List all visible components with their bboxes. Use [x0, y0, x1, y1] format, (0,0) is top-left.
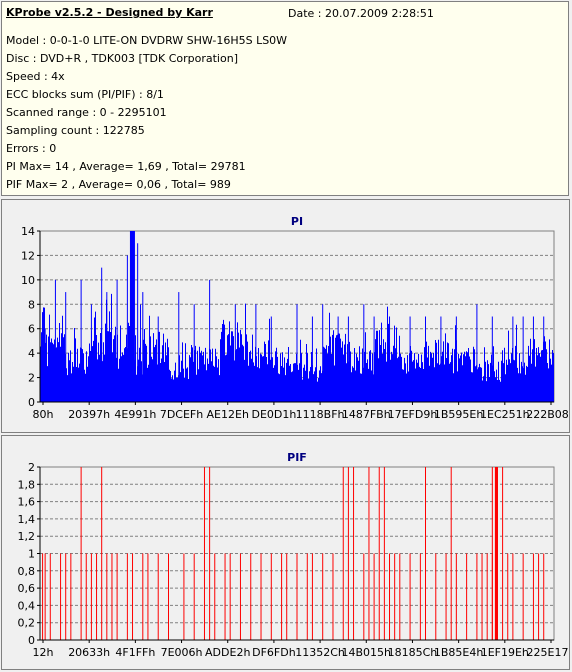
pif-chart: PIF 0 0,2 0,4 0,6 0,8 1 1,2 1,4 1,6 1,8 2 12h 20633h 4…: [18, 451, 572, 659]
info-panel: KProbe v2.5.2 - Designed by Karr Date : …: [1, 1, 569, 196]
y-tick-label: 0,2: [18, 617, 36, 630]
x-tick-label: 14B015h: [342, 646, 392, 659]
y-tick-label: 2: [28, 461, 35, 474]
pif-chart-panel: PIF 0 0,2 0,4 0,6 0,8 1 1,2 1,4 1,6 1,8 2 12h 20633h 4…: [1, 435, 572, 670]
y-tick-label: 12: [21, 249, 35, 262]
y-tick-label: 0,4: [18, 599, 36, 612]
x-tick-label: 1B595Eh: [434, 408, 483, 421]
errors-line: Errors : 0: [6, 142, 57, 155]
speed-line: Speed : 4x: [6, 70, 65, 83]
scanned-range-line: Scanned range : 0 - 2295101: [6, 106, 167, 119]
x-tick-label: 20397h: [68, 408, 110, 421]
y-tick-label: 0,6: [18, 582, 36, 595]
x-tick-label: 17EFD9h: [388, 408, 438, 421]
disc-line: Disc : DVD+R , TDK003 [TDK Corporation]: [6, 52, 238, 65]
x-tick-label: 7E006h: [161, 646, 203, 659]
y-tick-label: 1,2: [18, 530, 36, 543]
y-tick-label: 14: [21, 225, 35, 238]
x-tick-label: 18185Ch: [388, 646, 438, 659]
x-tick-label: 1B85E4h: [434, 646, 483, 659]
y-tick-label: 4: [28, 347, 35, 360]
y-tick-label: 1,4: [18, 513, 36, 526]
x-tick-label: AE12Eh: [207, 408, 249, 421]
y-tick-label: 1: [28, 548, 35, 561]
x-tick-label: 80h: [33, 408, 54, 421]
y-tick-label: 10: [21, 274, 35, 287]
x-tick-label: DE0D1h: [251, 408, 296, 421]
ecc-line: ECC blocks sum (PI/PIF) : 8/1: [6, 88, 164, 101]
x-tick-label: 4E991h: [114, 408, 156, 421]
y-tick-label: 0: [28, 396, 35, 409]
y-tick-label: 6: [28, 323, 35, 336]
model-line: Model : 0-0-1-0 LITE-ON DVDRW SHW-16H5S …: [6, 34, 288, 47]
pi-chart-panel: PI 0 2 4 6 8 10 12 14 80h 20397h 4E991h 7DCEFh AE12Eh…: [1, 199, 572, 433]
pi-summary-line: PI Max= 14 , Average= 1,69 , Total= 2978…: [6, 160, 246, 173]
pif-bar-cluster: [494, 467, 498, 640]
series-pif: [42, 467, 545, 640]
x-tick-label: 225E17h: [527, 646, 569, 659]
pif-summary-line: PIF Max= 2 , Average= 0,06 , Total= 989: [6, 178, 231, 191]
y-tick-label: 0,8: [18, 565, 36, 578]
x-tick-label: 20633h: [68, 646, 110, 659]
app-title: KProbe v2.5.2 - Designed by Karr: [6, 6, 213, 19]
chart-title: PIF: [287, 451, 307, 464]
y-tick-label: 8: [28, 298, 35, 311]
y-tick-label: 1,8: [18, 478, 36, 491]
y-tick-label: 0: [28, 634, 35, 647]
y-tick-label: 1,6: [18, 496, 36, 509]
scan-date: Date : 20.07.2009 2:28:51: [288, 7, 434, 20]
x-tick-label: 1EC251h: [480, 408, 530, 421]
x-tick-label: 1487FBh: [342, 408, 391, 421]
pi-peak-cluster: [129, 231, 135, 402]
x-tick-label: 1118BFh: [296, 408, 345, 421]
x-tick-label: DF6FDh: [252, 646, 296, 659]
x-tick-label: ADDE2h: [205, 646, 250, 659]
chart-title: PI: [291, 215, 303, 228]
x-tick-label: 222B08h: [526, 408, 569, 421]
pi-chart: PI 0 2 4 6 8 10 12 14 80h 20397h 4E991h 7DCEFh AE12Eh…: [21, 215, 572, 421]
x-tick-label: 1EF19Eh: [481, 646, 529, 659]
x-tick-label: 4F1FFh: [115, 646, 155, 659]
x-tick-label: 11352Ch: [295, 646, 345, 659]
sampling-count-line: Sampling count : 122785: [6, 124, 145, 137]
x-tick-label: 12h: [33, 646, 54, 659]
y-tick-label: 2: [28, 372, 35, 385]
x-tick-label: 7DCEFh: [160, 408, 203, 421]
